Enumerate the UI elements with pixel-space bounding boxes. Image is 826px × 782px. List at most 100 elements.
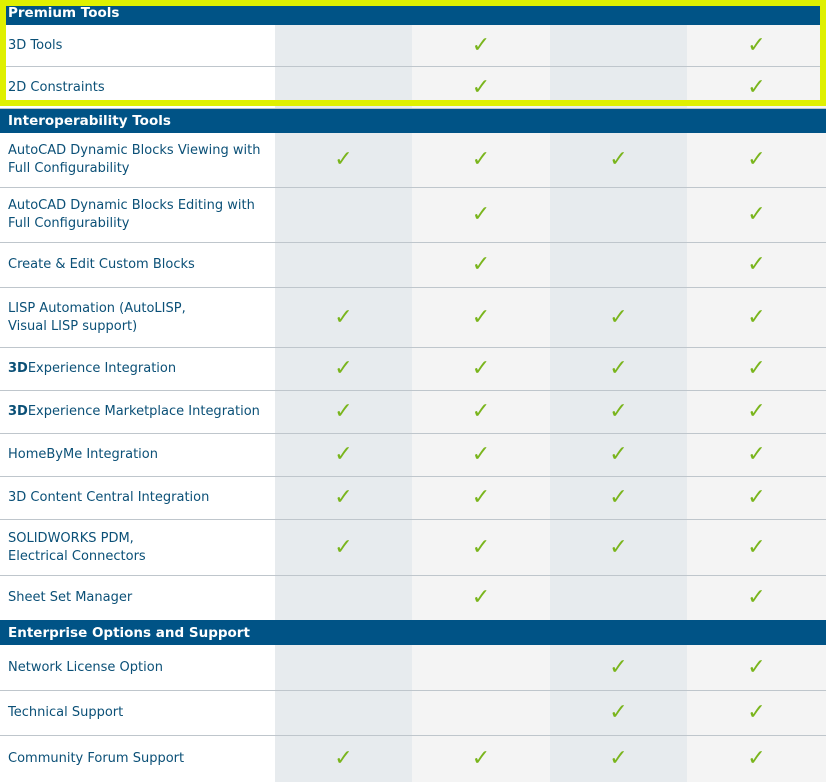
tier-2-cell: ✓ — [412, 25, 550, 66]
feature-label: Sheet Set Manager — [0, 576, 275, 620]
tier-4-cell: ✓ — [687, 25, 826, 66]
feature-label: LISP Automation (AutoLISP, Visual LISP s… — [0, 288, 275, 347]
feature-label: 3DExperience Integration — [0, 348, 275, 390]
tier-4-cell: ✓ — [687, 691, 826, 735]
tier-1-cell: ✓ — [275, 348, 412, 390]
tier-4-cell: ✓ — [687, 736, 826, 782]
table-row: Create & Edit Custom Blocks ✓ ✓ — [0, 243, 826, 288]
section-header-interoperability-tools: Interoperability Tools — [0, 109, 826, 133]
tier-3-cell — [550, 576, 687, 620]
tier-1-cell: ✓ — [275, 391, 412, 433]
tier-1-cell — [275, 645, 412, 690]
table-row: Technical Support ✓ ✓ — [0, 691, 826, 736]
tier-2-cell: ✓ — [412, 520, 550, 575]
tier-1-cell — [275, 243, 412, 287]
check-icon: ✓ — [747, 32, 766, 58]
tier-1-cell: ✓ — [275, 477, 412, 519]
feature-label: Network License Option — [0, 645, 275, 690]
check-icon: ✓ — [609, 534, 628, 560]
section-title: Interoperability Tools — [8, 113, 171, 129]
table-row: 2D Constraints ✓ ✓ — [0, 67, 826, 109]
tier-2-cell: ✓ — [412, 188, 550, 242]
check-icon: ✓ — [471, 442, 491, 467]
check-icon: ✓ — [471, 585, 491, 610]
tier-1-cell — [275, 67, 412, 108]
tier-4-cell: ✓ — [687, 520, 826, 575]
table-row: 3D Content Central Integration ✓ ✓ ✓ ✓ — [0, 477, 826, 520]
tier-4-cell: ✓ — [687, 645, 826, 690]
tier-3-cell: ✓ — [550, 645, 687, 690]
table-row: SOLIDWORKS PDM, Electrical Connectors ✓ … — [0, 520, 826, 576]
section-header-premium-tools: Premium Tools — [0, 0, 826, 25]
check-icon: ✓ — [747, 356, 766, 381]
feature-label: SOLIDWORKS PDM, Electrical Connectors — [0, 520, 275, 575]
feature-label: Community Forum Support — [0, 736, 275, 782]
check-icon: ✓ — [471, 304, 491, 330]
feature-label: HomeByMe Integration — [0, 434, 275, 476]
feature-label: AutoCAD Dynamic Blocks Viewing with Full… — [0, 133, 275, 187]
table-row: 3DExperience Integration ✓ ✓ ✓ ✓ — [0, 348, 826, 391]
check-icon: ✓ — [471, 147, 491, 172]
check-icon: ✓ — [747, 74, 766, 100]
feature-label: AutoCAD Dynamic Blocks Editing with Full… — [0, 188, 275, 242]
tier-4-cell: ✓ — [687, 288, 826, 347]
check-icon: ✓ — [609, 399, 628, 424]
check-icon: ✓ — [334, 304, 353, 330]
tier-1-cell: ✓ — [275, 520, 412, 575]
check-icon: ✓ — [747, 202, 766, 227]
tier-4-cell: ✓ — [687, 188, 826, 242]
check-icon: ✓ — [609, 147, 628, 172]
tier-2-cell: ✓ — [412, 391, 550, 433]
tier-3-cell: ✓ — [550, 391, 687, 433]
tier-1-cell — [275, 576, 412, 620]
check-icon: ✓ — [609, 356, 628, 381]
tier-2-cell: ✓ — [412, 67, 550, 108]
check-icon: ✓ — [334, 147, 353, 172]
tier-3-cell — [550, 243, 687, 287]
tier-4-cell: ✓ — [687, 576, 826, 620]
tier-3-cell — [550, 67, 687, 108]
table-row: HomeByMe Integration ✓ ✓ ✓ ✓ — [0, 434, 826, 477]
section-title: Enterprise Options and Support — [8, 624, 250, 641]
check-icon: ✓ — [747, 147, 766, 172]
tier-3-cell: ✓ — [550, 133, 687, 187]
tier-2-cell: ✓ — [412, 434, 550, 476]
tier-4-cell: ✓ — [687, 391, 826, 433]
tier-1-cell: ✓ — [275, 133, 412, 187]
check-icon: ✓ — [334, 442, 353, 467]
table-row: Community Forum Support ✓ ✓ ✓ ✓ — [0, 736, 826, 782]
check-icon: ✓ — [334, 746, 353, 771]
check-icon: ✓ — [334, 534, 353, 560]
tier-3-cell: ✓ — [550, 736, 687, 782]
tier-3-cell: ✓ — [550, 477, 687, 519]
tier-3-cell: ✓ — [550, 348, 687, 390]
tier-2-cell: ✓ — [412, 288, 550, 347]
tier-1-cell: ✓ — [275, 288, 412, 347]
check-icon: ✓ — [471, 202, 491, 227]
feature-label: 2D Constraints — [0, 67, 275, 108]
tier-4-cell: ✓ — [687, 348, 826, 390]
table-row: 3D Tools ✓ ✓ — [0, 25, 826, 67]
table-row: Sheet Set Manager ✓ ✓ — [0, 576, 826, 620]
check-icon: ✓ — [747, 700, 766, 725]
check-icon: ✓ — [334, 356, 353, 381]
tier-2-cell — [412, 645, 550, 690]
tier-2-cell: ✓ — [412, 133, 550, 187]
tier-3-cell — [550, 188, 687, 242]
table-row: 3DExperience Marketplace Integration ✓ ✓… — [0, 391, 826, 434]
check-icon: ✓ — [471, 32, 491, 58]
tier-3-cell: ✓ — [550, 288, 687, 347]
section-header-enterprise-options: Enterprise Options and Support — [0, 620, 826, 645]
tier-2-cell: ✓ — [412, 348, 550, 390]
feature-label: 3D Tools — [0, 25, 275, 66]
check-icon: ✓ — [609, 442, 628, 467]
table-row: Network License Option ✓ ✓ — [0, 645, 826, 691]
tier-1-cell — [275, 25, 412, 66]
check-icon: ✓ — [471, 534, 491, 560]
check-icon: ✓ — [747, 442, 766, 467]
tier-4-cell: ✓ — [687, 477, 826, 519]
check-icon: ✓ — [471, 485, 491, 510]
check-icon: ✓ — [471, 399, 491, 424]
tier-2-cell: ✓ — [412, 243, 550, 287]
tier-4-cell: ✓ — [687, 133, 826, 187]
